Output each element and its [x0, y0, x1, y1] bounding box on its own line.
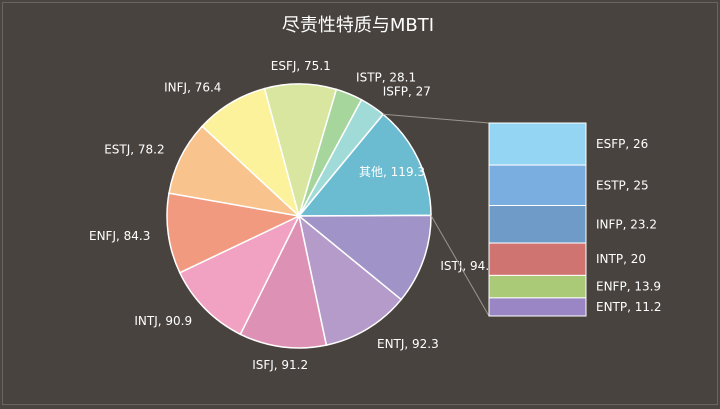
pie-label-istj: ISTJ, 94.2 — [440, 259, 496, 273]
pie-label-istp: ISTP, 28.1 — [356, 70, 416, 84]
pie-slice-istj — [296, 214, 432, 301]
pie-slice-entj — [297, 214, 403, 347]
chart-title: 尽责性特质与MBTI — [282, 15, 434, 36]
pie-group: 其他, 119.3 ISTJ, 94.2 ENTJ, 92.3 ISFJ, 91.2 I… — [89, 59, 497, 372]
bar-label-estp: ESTP, 25 — [596, 178, 649, 192]
pie-label-isfp: ISFP, 27 — [383, 85, 431, 99]
bar-of-pie-chart: 尽责性特质与MBTI 其他, 119.3 ISTJ, 94.2 ENTJ, 92.3… — [89, 15, 661, 372]
pie-slice-isfj — [239, 213, 328, 349]
bar-segment-entp — [488, 297, 587, 317]
bar-label-enfp: ENFP, 13.9 — [596, 280, 661, 294]
bar-label-entp: ENTP, 11.2 — [596, 300, 661, 314]
pie-label-esfj: ESFJ, 75.1 — [271, 59, 331, 73]
pie-label-entj: ENTJ, 92.3 — [377, 337, 439, 351]
chart-frame: 尽责性特质与MBTI 其他, 119.3 ISTJ, 94.2 ENTJ, 92.3… — [2, 2, 718, 405]
pie-label-intj: INTJ, 90.9 — [134, 314, 192, 328]
stacked-bar-group: ESFP, 26 ESTP, 25 INFP, 23.2 INTP, 20 ENFP, … — [488, 122, 661, 317]
pie-label-isfj: ISFJ, 91.2 — [252, 358, 308, 372]
pie-slice-enfj — [166, 192, 302, 274]
pie-slice-其他 — [297, 113, 432, 217]
connector-line-top — [383, 113, 490, 124]
bar-label-infp: INFP, 23.2 — [596, 217, 657, 231]
pie-label-enfj: ENFJ, 84.3 — [89, 229, 150, 243]
pie-label-estj: ESTJ, 78.2 — [104, 142, 164, 156]
bar-segment-estp — [488, 164, 587, 207]
bar-label-esfp: ESFP, 26 — [596, 137, 648, 151]
pie-slice-isfp — [298, 98, 385, 217]
bar-segment-infp — [488, 205, 587, 244]
bar-segment-intp — [488, 242, 587, 276]
pie-slice-intj — [178, 214, 301, 336]
pie-label-infj: INFJ, 76.4 — [164, 81, 221, 95]
bar-segment-enfp — [488, 274, 587, 299]
bar-segment-esfp — [488, 122, 587, 166]
pie-label-其他: 其他, 119.3 — [359, 165, 425, 179]
bar-label-intp: INTP, 20 — [596, 252, 646, 266]
connector-line-bottom — [430, 215, 490, 317]
connector-lines — [383, 113, 490, 317]
